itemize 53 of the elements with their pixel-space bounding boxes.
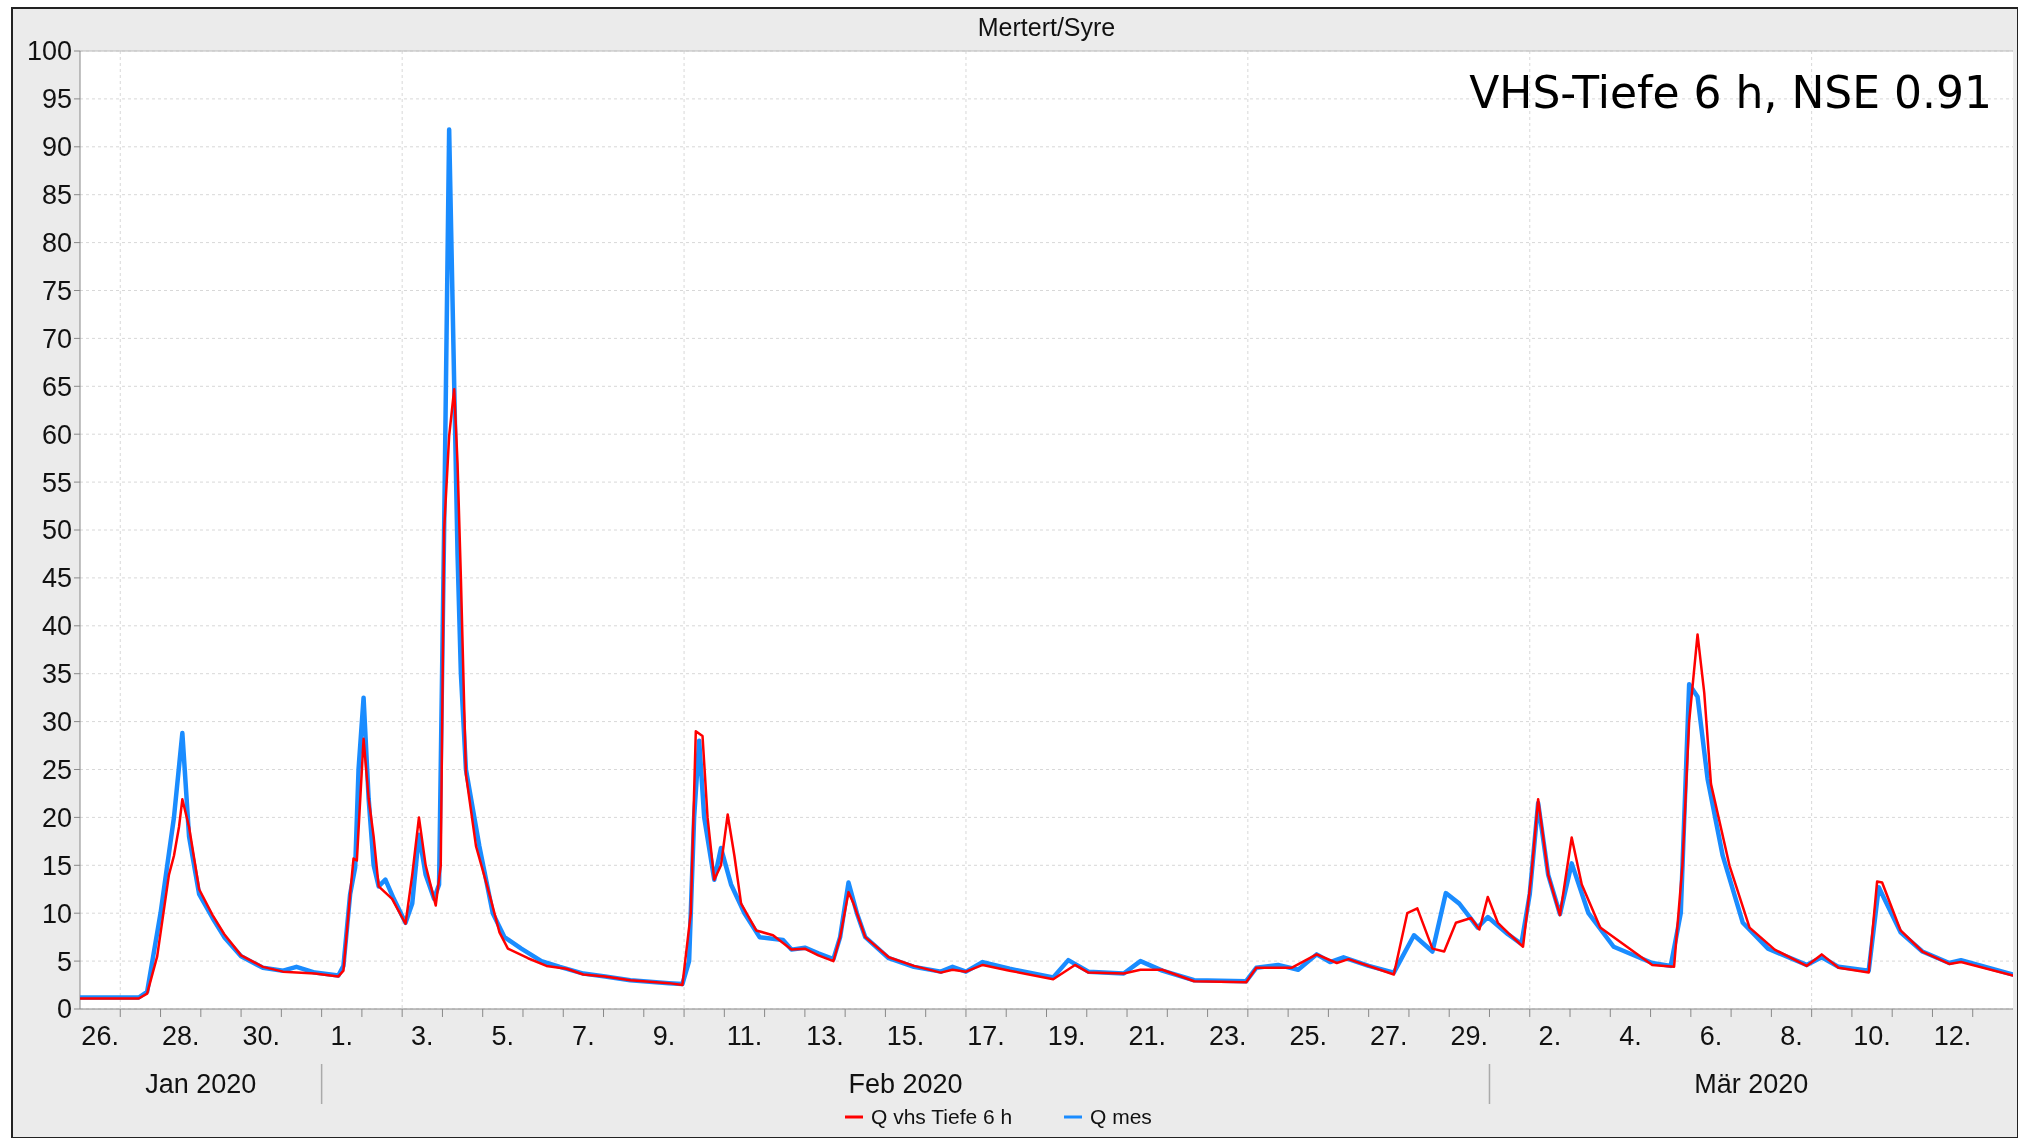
y-tick-label: 20 [41, 802, 72, 833]
y-tick-label: 45 [41, 563, 72, 594]
x-tick-label: 12. [1933, 1021, 1972, 1051]
y-tick-label: 65 [41, 371, 72, 402]
x-tick-label: 4. [1619, 1021, 1642, 1051]
y-tick-label: 10 [41, 898, 72, 929]
x-tick-label: 7. [572, 1021, 595, 1051]
y-tick-label: 5 [56, 946, 72, 977]
y-tick-label: 70 [41, 323, 72, 354]
text: Jan 2020 [145, 1069, 257, 1099]
y-tick-label: 100 [26, 36, 72, 67]
legend-label: Q vhs Tiefe 6 h [871, 1105, 1013, 1128]
text: Mär 2020 [1694, 1069, 1809, 1099]
x-tick-label: 29. [1450, 1021, 1489, 1051]
x-tick-label: 26. [81, 1021, 119, 1051]
text: Feb 2020 [848, 1069, 963, 1099]
x-tick-label: 6. [1699, 1021, 1723, 1051]
y-tick-label: 40 [41, 611, 72, 642]
x-tick-label: 13. [806, 1021, 844, 1051]
legend-label: Q mes [1090, 1105, 1152, 1128]
x-tick-label: 25. [1289, 1021, 1328, 1051]
y-tick-label: 55 [41, 467, 72, 498]
x-tick-label: 3. [411, 1021, 434, 1051]
y-tick-label: 25 [41, 754, 72, 785]
y-tick-label: 90 [41, 132, 72, 163]
y-tick-label: 50 [41, 515, 72, 546]
x-tick-label: 17. [967, 1021, 1005, 1051]
x-tick-label: 23. [1208, 1021, 1247, 1051]
y-tick-label: 60 [41, 419, 72, 450]
y-tick-label: 35 [41, 659, 72, 690]
x-tick-label: 11. [726, 1021, 763, 1051]
x-tick-label: 27. [1370, 1021, 1408, 1051]
y-tick-label: 0 [56, 994, 72, 1025]
y-tick-label: 95 [41, 84, 72, 115]
y-tick-label: 85 [41, 180, 72, 211]
x-tick-label: 9. [652, 1021, 676, 1051]
chart-title: Mertert/Syre [977, 13, 1116, 41]
line-series [80, 387, 2013, 1000]
x-tick-label: 19. [1047, 1021, 1086, 1051]
x-tick-label: 30. [242, 1021, 280, 1051]
x-tick-label: 8. [1780, 1021, 1803, 1051]
x-tick-label: 21. [1128, 1021, 1166, 1051]
y-tick-label: 80 [41, 228, 72, 259]
x-tick-label: 10. [1853, 1021, 1891, 1051]
x-tick-label: 1. [330, 1021, 354, 1051]
x-tick-label: 5. [491, 1021, 515, 1051]
x-tick-label: 15. [886, 1021, 925, 1051]
y-tick-label: 75 [41, 275, 72, 306]
x-tick-label: 2. [1538, 1021, 1562, 1051]
x-tick-label: 28. [161, 1021, 200, 1051]
y-tick-label: 15 [41, 850, 72, 881]
annotation: VHS-Tiefe 6 h, NSE 0.91 [1469, 67, 1992, 118]
y-tick-label: 30 [41, 707, 72, 738]
